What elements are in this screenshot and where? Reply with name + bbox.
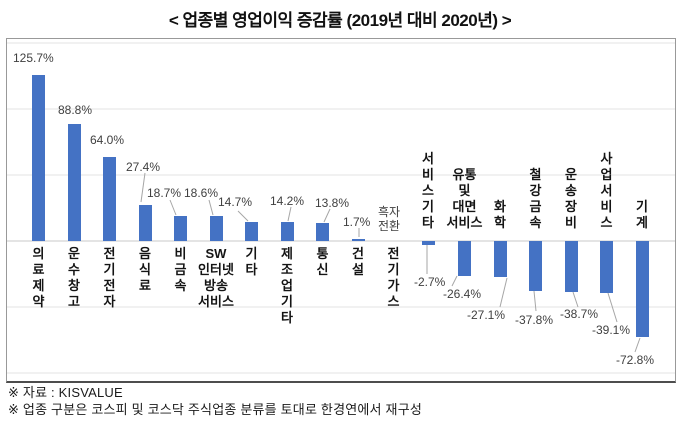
value-label: 흑자 전환 — [378, 205, 401, 233]
bar — [32, 75, 45, 241]
bar — [351, 238, 365, 241]
bar — [493, 241, 507, 277]
leader-line — [572, 291, 579, 308]
value-label: -39.1% — [592, 323, 631, 337]
value-label: -2.7% — [414, 275, 446, 289]
leader-line — [169, 199, 177, 216]
leader-line — [634, 337, 641, 353]
value-label: 13.8% — [315, 196, 350, 210]
bar — [138, 204, 152, 241]
value-label: -72.8% — [616, 353, 655, 367]
bar — [103, 156, 116, 241]
value-label: 27.4% — [126, 160, 161, 174]
bar — [245, 221, 258, 241]
chart-frame: 125.7% 의 료 제 약 88.8% 운 수 창 고 64.0% 전 기 전 자 27.4% 음 식 료 18.7… — [6, 38, 676, 383]
value-label: 125.7% — [13, 51, 54, 65]
value-label: -38.7% — [560, 307, 599, 321]
value-label: 88.8% — [58, 103, 93, 117]
leader-line — [451, 275, 458, 287]
leader-line — [607, 292, 618, 323]
value-label: -37.8% — [515, 313, 554, 327]
value-label: 14.2% — [270, 194, 305, 208]
value-label: -27.1% — [467, 308, 506, 322]
leader-line — [237, 210, 249, 222]
value-label: 18.6% — [184, 186, 219, 200]
leader-line — [533, 290, 537, 312]
gridlines-and-leaders — [7, 42, 675, 374]
bar — [529, 241, 542, 291]
bar — [600, 241, 613, 293]
footnotes: ※ 자료 : KISVALUE ※ 업종 구분은 코스피 및 코스닥 주식업종 … — [8, 384, 672, 418]
leader-line — [323, 208, 331, 223]
leader-line — [287, 206, 292, 222]
bar — [635, 241, 649, 338]
bar — [67, 123, 81, 241]
bar — [209, 216, 223, 241]
value-label: 18.7% — [147, 186, 182, 200]
footnote-method: ※ 업종 구분은 코스피 및 코스닥 주식업종 분류를 토대로 한경연에서 재구… — [8, 402, 423, 417]
bar — [174, 216, 187, 241]
footnote-source: ※ 자료 : KISVALUE — [8, 385, 123, 400]
bar — [458, 241, 471, 276]
category-label: 유통 및 대면 서비스 — [446, 167, 483, 230]
bar — [564, 241, 578, 293]
value-label: 14.7% — [218, 195, 253, 209]
bar — [280, 222, 294, 241]
value-label: 64.0% — [90, 133, 125, 147]
value-label: 1.7% — [343, 215, 371, 229]
plot-area: 125.7% 의 료 제 약 88.8% 운 수 창 고 64.0% 전 기 전 자 27.4% 음 식 료 18.7… — [7, 39, 675, 381]
leader-line — [208, 199, 214, 216]
leader-line — [140, 172, 146, 203]
category-label: SW 인터넷 방송 서비스 — [198, 246, 234, 309]
value-label: -26.4% — [443, 287, 482, 301]
bar — [421, 241, 435, 245]
leader-line — [499, 277, 508, 308]
bar — [316, 222, 329, 241]
chart-title: < 업종별 영업이익 증감률 (2019년 대비 2020년) > — [168, 11, 512, 30]
